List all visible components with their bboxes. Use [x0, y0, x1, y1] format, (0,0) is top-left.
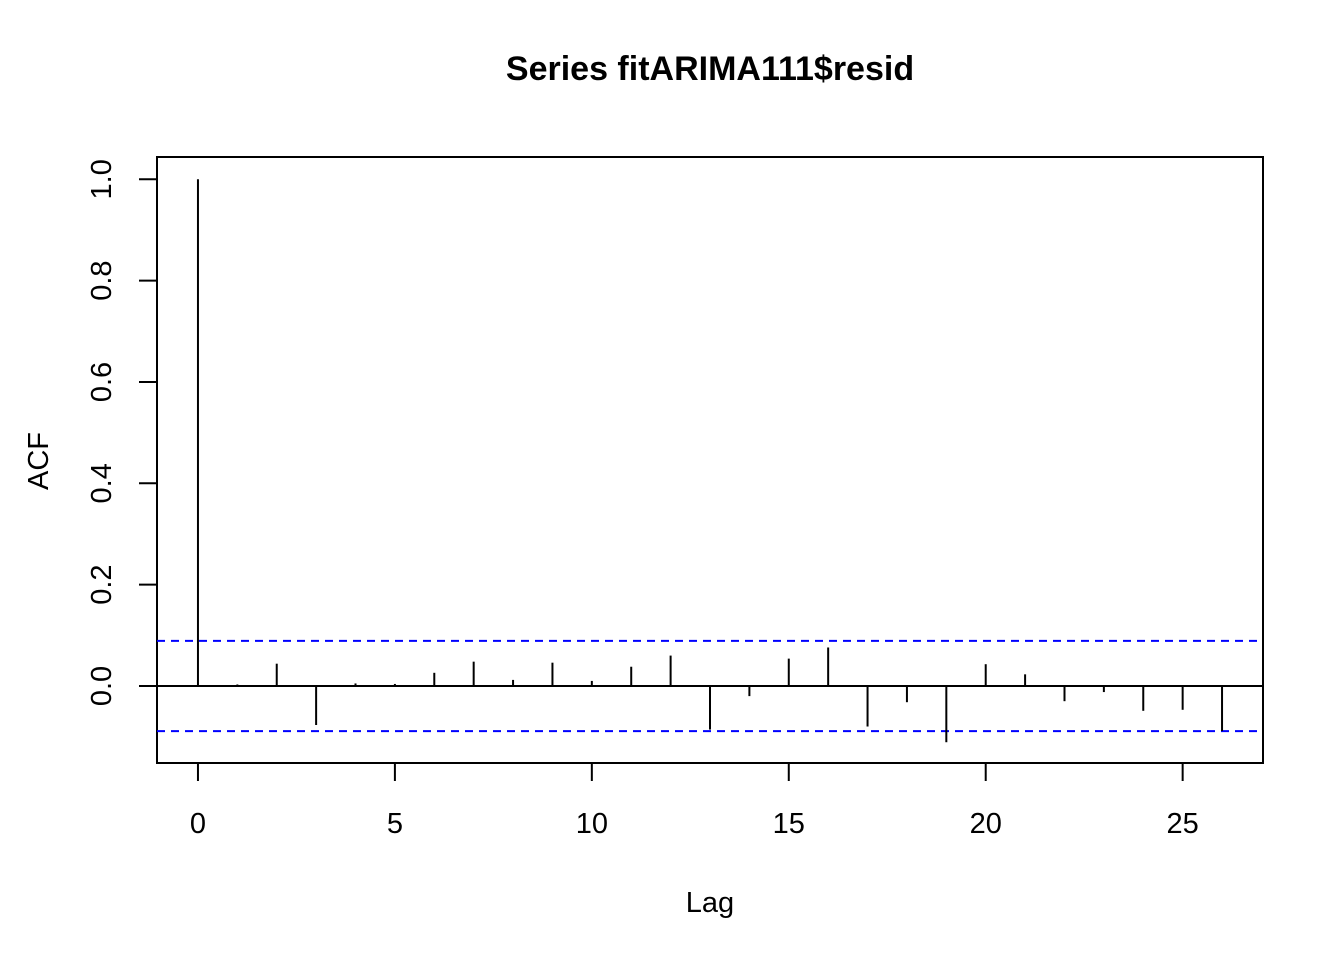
x-tick-label: 15 [773, 808, 805, 840]
plot-frame [156, 156, 1264, 764]
y-tick-label: 0.6 [86, 362, 118, 402]
y-tick-label: 0.8 [86, 260, 118, 300]
x-axis-label: Lag [686, 887, 734, 919]
x-tick-label: 10 [576, 808, 608, 840]
x-tick-label: 0 [190, 808, 206, 840]
x-tick-label: 25 [1167, 808, 1199, 840]
chart-title: Series fitARIMA111$resid [506, 50, 914, 88]
y-tick-label: 1.0 [86, 159, 118, 199]
x-tick-label: 5 [387, 808, 403, 840]
y-tick-label: 0.2 [86, 564, 118, 604]
x-tick-label: 20 [970, 808, 1002, 840]
y-axis-label: ACF [23, 432, 55, 490]
y-tick-label: 0.0 [86, 666, 118, 706]
plot-area: 0 5 10 15 20 25 0.0 0.2 0.4 0.6 0.8 1.0 [86, 156, 1264, 840]
y-tick-label: 0.4 [86, 463, 118, 503]
